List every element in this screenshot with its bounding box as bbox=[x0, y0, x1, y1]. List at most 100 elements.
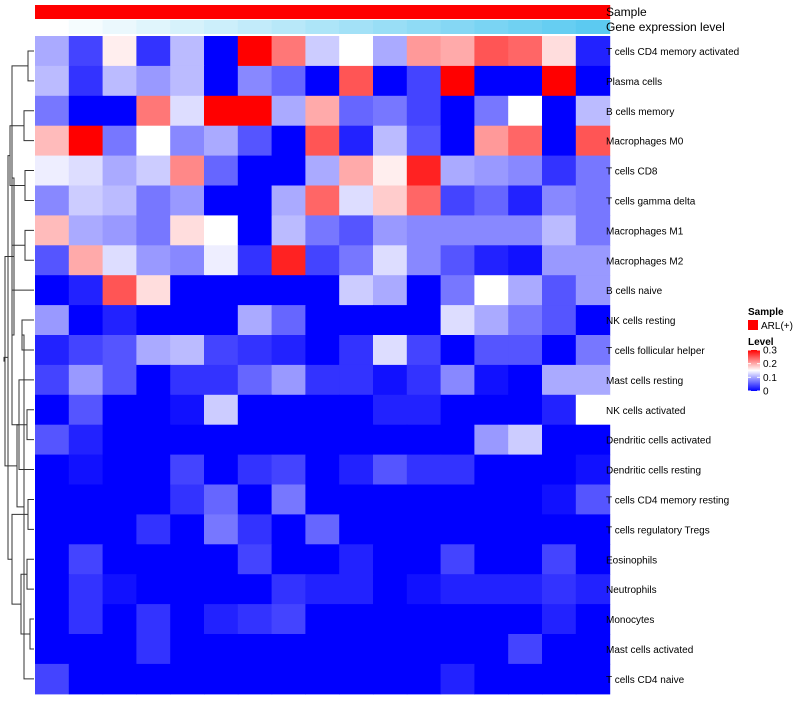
heatmap-cell bbox=[102, 634, 137, 665]
heatmap-cell bbox=[542, 185, 577, 216]
heatmap-cell bbox=[204, 514, 239, 545]
gene-expression-annotation-cell bbox=[575, 20, 611, 34]
heatmap-cell bbox=[508, 604, 543, 635]
heatmap-cell bbox=[406, 185, 442, 216]
heatmap-cell bbox=[508, 275, 543, 306]
heatmap-cell bbox=[136, 305, 171, 336]
sample-annotation-cell bbox=[68, 5, 104, 19]
sample-annotation-cell bbox=[440, 5, 475, 19]
heatmap-cell bbox=[406, 574, 442, 605]
heatmap-cell bbox=[170, 335, 205, 366]
heatmap-cell bbox=[102, 663, 137, 695]
heatmap-cell bbox=[204, 215, 239, 246]
sample-annotation-cell bbox=[170, 5, 205, 19]
heatmap-cell bbox=[271, 36, 306, 67]
heatmap-cell bbox=[237, 394, 273, 426]
dendrogram-branch bbox=[27, 498, 34, 530]
heatmap-cell bbox=[271, 95, 306, 127]
heatmap-cell bbox=[68, 125, 104, 157]
heatmap-cell bbox=[440, 364, 475, 396]
heatmap-cell bbox=[305, 95, 340, 127]
heatmap-cell bbox=[35, 454, 70, 486]
heatmap-cell bbox=[575, 424, 611, 456]
heatmap-cell bbox=[68, 514, 104, 545]
heatmap-cell bbox=[170, 454, 205, 486]
heatmap-cell bbox=[474, 155, 509, 187]
heatmap-cell bbox=[542, 95, 577, 127]
heatmap-cell bbox=[406, 514, 442, 545]
heatmap-cell bbox=[440, 335, 475, 366]
heatmap-cell bbox=[406, 36, 442, 67]
heatmap-cell bbox=[68, 394, 104, 426]
heatmap-cell bbox=[170, 65, 205, 97]
row-label: B cells memory bbox=[606, 107, 674, 118]
heatmap-cell bbox=[575, 663, 611, 695]
heatmap-cell bbox=[542, 155, 577, 187]
heatmap-cell bbox=[305, 604, 340, 635]
heatmap-cell bbox=[373, 514, 408, 545]
heatmap-cell bbox=[271, 215, 306, 246]
heatmap-cell bbox=[575, 185, 611, 216]
heatmap-cell bbox=[508, 484, 543, 515]
heatmap-cell bbox=[508, 305, 543, 336]
heatmap-cell bbox=[339, 95, 374, 127]
heatmap-cell bbox=[542, 544, 577, 575]
heatmap-cell bbox=[102, 484, 137, 515]
heatmap-cell bbox=[136, 215, 171, 246]
heatmap-cell bbox=[136, 36, 171, 67]
heatmap-cell bbox=[305, 364, 340, 396]
dendrogram-branch bbox=[16, 424, 24, 508]
row-label: NK cells resting bbox=[606, 316, 675, 327]
heatmap-cell bbox=[237, 215, 273, 246]
heatmap-cell bbox=[440, 574, 475, 605]
heatmap-cell bbox=[406, 335, 442, 366]
gene-expression-track-label: Gene expression level bbox=[606, 20, 725, 34]
heatmap-cell bbox=[237, 454, 273, 486]
heatmap-cell bbox=[237, 574, 273, 605]
heatmap-cell bbox=[204, 544, 239, 575]
heatmap-cell bbox=[508, 574, 543, 605]
heatmap-cell bbox=[575, 604, 611, 635]
heatmap-cell bbox=[440, 634, 475, 665]
heatmap-cell bbox=[271, 484, 306, 515]
heatmap-cell bbox=[575, 544, 611, 575]
legend-level-colorbar bbox=[748, 350, 760, 391]
heatmap-cell bbox=[35, 305, 70, 336]
heatmap-cell bbox=[440, 604, 475, 635]
heatmap-cell bbox=[474, 484, 509, 515]
row-label: T cells gamma delta bbox=[606, 196, 696, 207]
sample-track-label: Sample bbox=[606, 5, 647, 19]
heatmap-cell bbox=[68, 604, 104, 635]
heatmap-cell bbox=[102, 364, 137, 396]
heatmap-cell bbox=[68, 65, 104, 97]
heatmap-cell bbox=[305, 305, 340, 336]
heatmap-cell bbox=[373, 574, 408, 605]
heatmap-cell bbox=[136, 155, 171, 187]
heatmap-cell bbox=[373, 245, 408, 276]
heatmap-cell bbox=[305, 275, 340, 306]
heatmap-cell bbox=[474, 305, 509, 336]
heatmap-cell bbox=[406, 95, 442, 127]
heatmap-cell bbox=[508, 454, 543, 486]
heatmap-cell bbox=[575, 514, 611, 545]
heatmap-cell bbox=[339, 305, 374, 336]
heatmap-cell bbox=[102, 275, 137, 306]
heatmap-cell bbox=[237, 155, 273, 187]
row-label: T cells CD4 naive bbox=[606, 675, 685, 686]
heatmap-cell bbox=[542, 484, 577, 515]
heatmap-cell bbox=[440, 663, 475, 695]
row-label: B cells naive bbox=[606, 286, 663, 297]
heatmap-cell bbox=[68, 574, 104, 605]
gene-expression-annotation-cell bbox=[68, 20, 104, 34]
heatmap-cell bbox=[170, 634, 205, 665]
heatmap-cell bbox=[102, 604, 137, 635]
heatmap-cell bbox=[373, 65, 408, 97]
heatmap-cell bbox=[575, 364, 611, 396]
heatmap-cell bbox=[542, 65, 577, 97]
heatmap-cell bbox=[542, 125, 577, 157]
dendrogram-branch bbox=[20, 573, 30, 635]
heatmap-cell bbox=[440, 424, 475, 456]
heatmap-cell bbox=[271, 125, 306, 157]
heatmap-cell bbox=[170, 36, 205, 67]
gene-expression-annotation-cell bbox=[237, 20, 273, 34]
